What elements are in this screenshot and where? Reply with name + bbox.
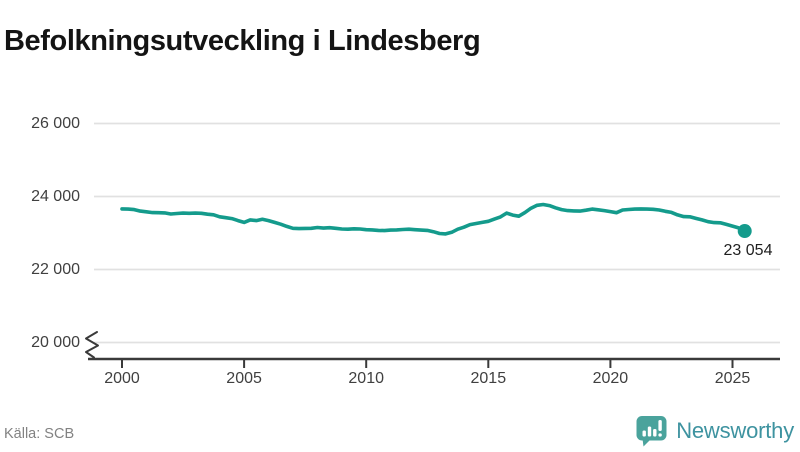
end-value-label: 23 054	[723, 242, 773, 259]
x-tick-label: 2025	[714, 370, 751, 387]
x-tick-label: 2005	[226, 370, 262, 387]
x-tick-label: 2015	[470, 370, 507, 387]
source-attribution: Källa: SCB	[4, 426, 75, 442]
page-title: Befolkningsutveckling i Lindesberg	[4, 25, 481, 58]
y-tick-label: 24 000	[31, 187, 80, 205]
y-tick-label: 20 000	[31, 333, 80, 351]
newsworthy-wordmark: Newsworthy	[676, 418, 794, 443]
x-tick-label: 2020	[592, 370, 629, 387]
newsworthy-logo[interactable]: Newsworthy	[635, 415, 794, 447]
y-tick-label: 22 000	[31, 260, 80, 278]
end-point-dot	[737, 224, 752, 239]
population-line	[120, 202, 747, 236]
x-tick-label: 2010	[348, 370, 384, 387]
newsworthy-bubble-chart-icon	[635, 415, 668, 447]
axis-break-icon	[85, 331, 99, 359]
y-tick-label: 26 000	[31, 114, 80, 132]
x-tick-label: 2000	[104, 370, 140, 387]
